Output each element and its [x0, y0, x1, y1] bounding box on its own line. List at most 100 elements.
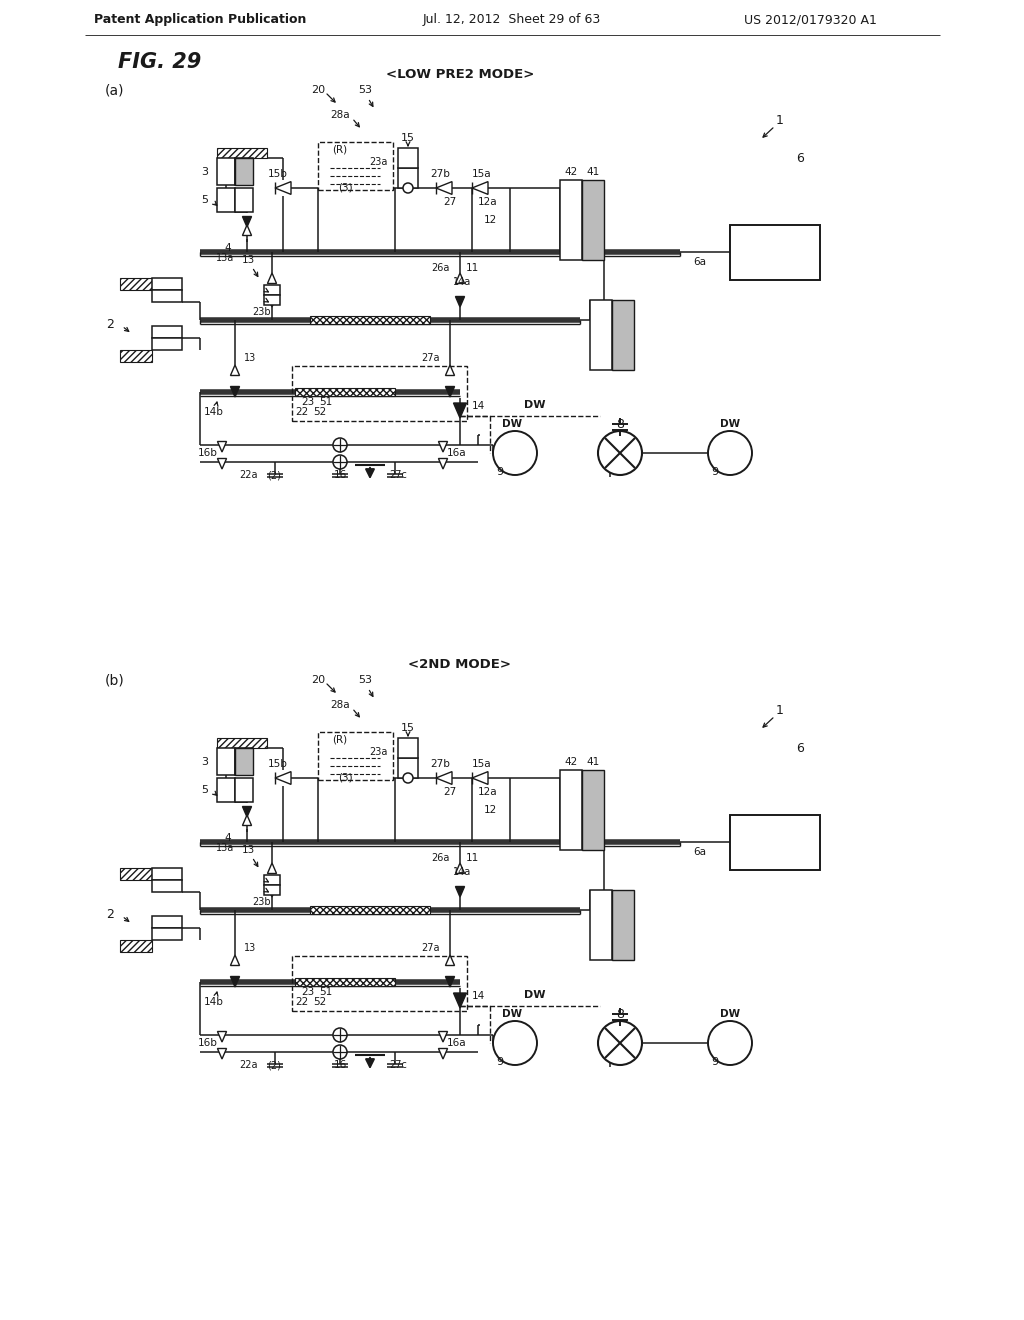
- Text: 12a: 12a: [478, 787, 498, 797]
- Polygon shape: [230, 366, 240, 375]
- Bar: [234, 158, 253, 185]
- Bar: [152, 916, 182, 928]
- Polygon shape: [438, 1048, 447, 1059]
- Text: 52: 52: [313, 407, 327, 417]
- Text: 6: 6: [796, 152, 804, 165]
- Text: FIG. 29: FIG. 29: [118, 51, 202, 73]
- Text: 14b: 14b: [204, 997, 224, 1007]
- Text: 16b: 16b: [198, 447, 218, 458]
- Bar: [217, 748, 234, 775]
- Polygon shape: [217, 458, 226, 469]
- Bar: [152, 880, 182, 892]
- Circle shape: [493, 1020, 537, 1065]
- Polygon shape: [456, 273, 465, 284]
- Text: 13: 13: [244, 352, 256, 363]
- Text: 15b: 15b: [268, 759, 288, 770]
- Text: 20: 20: [311, 675, 325, 685]
- Text: 3: 3: [202, 168, 209, 177]
- Polygon shape: [243, 814, 252, 825]
- Bar: [152, 869, 182, 880]
- Text: 2: 2: [106, 318, 114, 331]
- Polygon shape: [454, 403, 467, 418]
- Bar: [217, 777, 234, 803]
- Text: 23b: 23b: [253, 898, 271, 907]
- Text: 16: 16: [334, 470, 347, 480]
- Text: 13: 13: [244, 942, 256, 953]
- Polygon shape: [445, 366, 455, 375]
- Text: 27c: 27c: [389, 1060, 407, 1071]
- Polygon shape: [456, 887, 465, 898]
- Bar: [318, 733, 393, 780]
- Polygon shape: [230, 977, 240, 987]
- Text: 9: 9: [712, 467, 719, 477]
- Text: 4: 4: [224, 833, 231, 843]
- Bar: [590, 300, 612, 370]
- Polygon shape: [436, 182, 452, 194]
- Text: 27: 27: [443, 197, 457, 207]
- Polygon shape: [438, 441, 447, 451]
- Text: DW: DW: [502, 1008, 522, 1019]
- Polygon shape: [445, 977, 455, 987]
- Text: <2ND MODE>: <2ND MODE>: [409, 659, 512, 672]
- Circle shape: [493, 432, 537, 475]
- Text: 16a: 16a: [447, 447, 467, 458]
- Polygon shape: [275, 772, 291, 784]
- Text: 13: 13: [242, 255, 255, 265]
- Text: 8: 8: [616, 418, 624, 432]
- Text: (2): (2): [267, 1060, 281, 1071]
- Text: 12: 12: [483, 805, 497, 814]
- Text: Patent Application Publication: Patent Application Publication: [94, 13, 306, 26]
- Text: 13: 13: [242, 845, 255, 855]
- Bar: [217, 738, 267, 748]
- Text: 52: 52: [313, 997, 327, 1007]
- Text: 27b: 27b: [430, 759, 450, 770]
- Bar: [582, 180, 604, 260]
- Bar: [310, 315, 430, 323]
- Polygon shape: [267, 273, 276, 284]
- Text: 11: 11: [465, 853, 478, 863]
- Text: 15: 15: [401, 133, 415, 143]
- Circle shape: [333, 1028, 347, 1041]
- Text: 6: 6: [796, 742, 804, 755]
- Text: 15a: 15a: [472, 169, 492, 180]
- Text: 22a: 22a: [239, 1060, 257, 1071]
- Bar: [120, 940, 152, 952]
- Text: DW: DW: [502, 418, 522, 429]
- Text: 12a: 12a: [478, 197, 498, 207]
- Text: 5: 5: [202, 195, 209, 205]
- Text: 27a: 27a: [421, 352, 439, 363]
- Bar: [560, 180, 582, 260]
- Bar: [152, 326, 182, 338]
- Text: 27: 27: [443, 787, 457, 797]
- Text: 9: 9: [497, 1057, 504, 1067]
- Circle shape: [598, 1020, 642, 1065]
- Circle shape: [333, 438, 347, 451]
- Text: 6a: 6a: [693, 847, 707, 857]
- Circle shape: [403, 183, 413, 193]
- Text: 23a: 23a: [369, 747, 387, 756]
- Polygon shape: [445, 954, 455, 965]
- Bar: [234, 158, 253, 185]
- Bar: [612, 300, 634, 370]
- Bar: [398, 738, 418, 758]
- Text: 23: 23: [301, 397, 314, 407]
- Text: 41: 41: [587, 168, 600, 177]
- Text: 23a: 23a: [369, 157, 387, 168]
- Text: 15: 15: [401, 723, 415, 733]
- Circle shape: [333, 455, 347, 469]
- Text: 22a: 22a: [239, 470, 257, 480]
- Text: 23b: 23b: [253, 308, 271, 317]
- Text: 28a: 28a: [330, 110, 350, 120]
- Text: 22: 22: [295, 997, 308, 1007]
- Text: 53: 53: [358, 675, 372, 685]
- Text: 26a: 26a: [431, 263, 450, 273]
- Text: (3): (3): [338, 774, 352, 783]
- Polygon shape: [267, 863, 276, 874]
- Text: (b): (b): [105, 673, 125, 686]
- Text: 22: 22: [295, 407, 308, 417]
- Text: 14a: 14a: [453, 277, 471, 286]
- Text: 27c: 27c: [389, 470, 407, 480]
- Text: 8: 8: [616, 1008, 624, 1022]
- Bar: [217, 187, 234, 213]
- Text: 9: 9: [712, 1057, 719, 1067]
